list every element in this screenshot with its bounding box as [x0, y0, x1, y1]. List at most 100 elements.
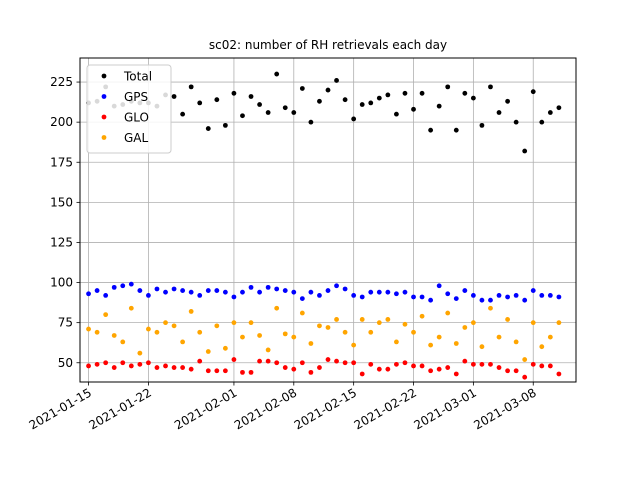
glo-point: [282, 365, 288, 370]
gps-point: [351, 292, 357, 298]
glo-point: [299, 360, 305, 366]
total-point: [453, 127, 459, 133]
glo-point: [231, 357, 237, 362]
total-point: [462, 90, 468, 96]
glo-point: [351, 360, 357, 366]
gal-point: [445, 310, 451, 316]
gal-point: [163, 320, 168, 326]
gal-point: [496, 334, 502, 340]
glo-point: [308, 369, 314, 375]
total-point: [248, 94, 254, 99]
gal-point: [205, 349, 211, 354]
glo-point: [180, 365, 186, 370]
total-point: [282, 105, 288, 111]
gps-point: [317, 292, 322, 298]
gal-point: [317, 323, 322, 329]
gps-point: [428, 297, 434, 303]
gps-point: [496, 292, 502, 298]
gal-point: [291, 334, 297, 340]
gps-point: [128, 281, 134, 287]
total-point: [428, 127, 434, 133]
gps-point: [214, 288, 220, 293]
total-point: [522, 148, 528, 154]
gps-point: [299, 296, 305, 301]
gal-point: [222, 345, 228, 351]
gps-point: [240, 289, 245, 295]
total-point: [470, 95, 476, 101]
glo-point: [368, 361, 374, 367]
gal-point: [86, 326, 91, 332]
y-tick-label: 175: [50, 155, 73, 169]
gal-point: [248, 320, 254, 326]
glo-point: [240, 369, 245, 375]
total-point: [496, 110, 502, 115]
gal-point: [479, 344, 485, 350]
glo-point: [146, 360, 151, 366]
gal-point: [308, 341, 314, 346]
total-point: [505, 98, 510, 104]
gal-point: [325, 325, 331, 330]
gps-point: [163, 289, 168, 295]
glo-point: [376, 366, 382, 372]
total-point: [317, 98, 322, 104]
gps-point: [522, 297, 528, 303]
gal-point: [188, 309, 194, 314]
glo-point: [453, 371, 459, 377]
glo-point: [411, 363, 416, 369]
gps-point: [385, 289, 391, 295]
glo-point: [197, 358, 203, 364]
glo-point: [342, 360, 348, 366]
gal-point: [282, 331, 288, 337]
gal-point: [171, 323, 177, 329]
total-point: [299, 86, 305, 91]
glo-point: [214, 368, 220, 374]
y-tick-label: 75: [58, 316, 73, 330]
gps-point: [488, 297, 493, 303]
gps-point: [137, 288, 143, 293]
glo-point: [462, 358, 468, 364]
y-tick-label: 50: [58, 356, 73, 370]
gps-point: [462, 288, 468, 293]
gps-point: [445, 291, 451, 297]
glo-point: [385, 366, 391, 372]
gal-point: [137, 350, 143, 356]
gal-point: [394, 339, 399, 345]
glo-point: [488, 361, 493, 367]
glo-point: [470, 361, 476, 367]
gps-point: [325, 288, 331, 293]
gps-point: [180, 288, 186, 293]
legend-label-gal: GAL: [124, 131, 149, 145]
total-point: [197, 100, 203, 106]
gps-point: [282, 288, 288, 293]
gal-point: [462, 325, 468, 330]
legend-marker-gps: [101, 94, 107, 99]
glo-point: [556, 371, 562, 377]
total-point: [231, 90, 237, 96]
gal-point: [274, 305, 280, 311]
gps-point: [479, 297, 485, 303]
plot-frame: [79, 57, 577, 383]
total-point: [479, 122, 485, 128]
total-point: [402, 90, 408, 96]
glo-point: [402, 360, 408, 366]
glo-point: [163, 363, 168, 369]
gps-point: [111, 284, 117, 290]
glo-point: [128, 363, 134, 369]
gal-point: [180, 339, 186, 345]
total-point: [171, 94, 177, 99]
gps-point: [547, 292, 553, 298]
gal-point: [376, 320, 382, 326]
gps-point: [394, 291, 399, 297]
gps-point: [205, 288, 211, 293]
gal-point: [547, 334, 553, 340]
legend-label-glo: GLO: [124, 111, 149, 125]
y-tick-label: 125: [50, 235, 73, 249]
glo-point: [394, 361, 399, 367]
total-point: [556, 105, 562, 111]
glo-point: [334, 358, 339, 364]
gal-point: [111, 333, 117, 338]
gps-point: [120, 283, 126, 289]
total-point: [359, 102, 365, 107]
total-point: [436, 103, 442, 109]
gps-point: [265, 284, 271, 290]
